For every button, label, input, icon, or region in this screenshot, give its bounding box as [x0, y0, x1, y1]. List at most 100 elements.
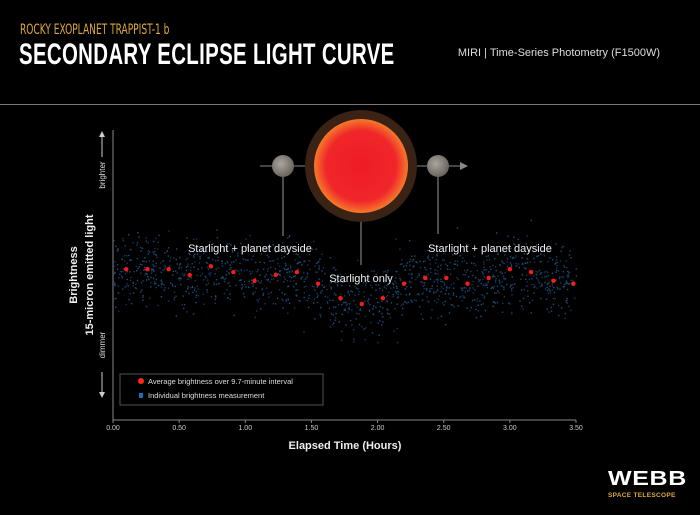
individual-measurement-point: [535, 273, 537, 275]
individual-measurement-point: [187, 263, 190, 265]
individual-measurement-point: [389, 281, 391, 284]
individual-measurement-point: [221, 261, 223, 263]
individual-measurement-point: [254, 277, 257, 280]
individual-measurement-point: [338, 321, 340, 323]
individual-measurement-point: [145, 272, 147, 275]
individual-measurement-point: [357, 259, 359, 262]
individual-measurement-point: [446, 286, 448, 288]
individual-measurement-point: [552, 303, 555, 305]
individual-measurement-point: [395, 270, 397, 273]
individual-measurement-point: [343, 309, 345, 311]
individual-measurement-point: [369, 304, 371, 306]
eclipse-illustration: [260, 110, 468, 265]
individual-measurement-point: [116, 264, 119, 266]
individual-measurement-point: [514, 283, 516, 285]
individual-measurement-point: [244, 283, 246, 286]
individual-measurement-point: [114, 284, 116, 287]
individual-measurement-point: [295, 295, 298, 297]
individual-measurement-point: [358, 313, 360, 315]
individual-measurement-point: [220, 277, 223, 279]
individual-measurement-point: [457, 305, 459, 307]
individual-measurement-point: [348, 307, 350, 309]
average-point: [231, 269, 236, 275]
individual-measurement-point: [136, 257, 138, 260]
individual-measurement-point: [429, 259, 431, 261]
individual-measurement-point: [388, 313, 391, 315]
individual-measurement-point: [423, 275, 425, 277]
individual-measurement-point: [443, 274, 446, 276]
individual-measurement-point: [445, 289, 448, 292]
average-point: [422, 275, 428, 281]
individual-measurement-point: [226, 262, 229, 264]
individual-measurement-point: [483, 275, 485, 277]
individual-measurement-point: [526, 261, 529, 264]
individual-measurement-point: [392, 293, 394, 296]
individual-measurement-point: [293, 275, 295, 278]
individual-measurement-point: [533, 257, 535, 260]
individual-measurement-point: [557, 288, 559, 290]
individual-measurement-point: [520, 289, 523, 291]
individual-measurement-point: [160, 283, 163, 286]
individual-measurement-point: [443, 304, 445, 306]
individual-measurement-point: [370, 321, 372, 324]
individual-measurement-point: [214, 245, 216, 247]
individual-measurement-point: [187, 286, 189, 288]
individual-measurement-point: [575, 268, 578, 270]
individual-measurement-point: [546, 271, 549, 274]
y-bottom-label: dimmer: [98, 331, 107, 358]
individual-measurement-point: [213, 281, 215, 284]
individual-measurement-point: [282, 299, 284, 302]
individual-measurement-point: [132, 281, 135, 283]
individual-measurement-point: [539, 273, 541, 275]
individual-measurement-point: [487, 282, 489, 284]
individual-measurement-point: [321, 280, 324, 282]
average-point: [486, 275, 491, 281]
individual-measurement-point: [570, 309, 572, 312]
individual-measurement-point: [555, 256, 558, 258]
individual-measurement-point: [456, 277, 458, 279]
individual-measurement-point: [301, 276, 303, 278]
individual-measurement-point: [556, 269, 558, 272]
individual-measurement-point: [333, 322, 335, 324]
individual-measurement-point: [447, 293, 450, 295]
individual-measurement-point: [303, 292, 306, 294]
individual-measurement-point: [566, 266, 568, 269]
individual-measurement-point: [145, 305, 148, 308]
individual-measurement-point: [316, 285, 319, 287]
individual-measurement-point: [512, 283, 514, 286]
individual-measurement-point: [556, 264, 558, 267]
individual-measurement-point: [396, 290, 399, 293]
individual-measurement-point: [117, 292, 119, 294]
individual-measurement-point: [252, 293, 255, 296]
individual-measurement-point: [316, 301, 319, 304]
individual-measurement-point: [456, 264, 459, 266]
individual-measurement-point: [289, 275, 291, 278]
individual-measurement-point: [501, 311, 504, 313]
individual-measurement-point: [568, 305, 570, 308]
individual-measurement-point: [181, 273, 184, 275]
individual-measurement-point: [335, 294, 337, 296]
individual-measurement-point: [560, 250, 562, 252]
individual-measurement-point: [480, 282, 482, 285]
individual-measurement-point: [459, 255, 461, 257]
individual-measurement-point: [155, 278, 158, 281]
individual-measurement-point: [551, 259, 554, 261]
individual-measurement-point: [483, 269, 485, 271]
individual-measurement-point: [486, 259, 488, 261]
individual-measurement-point: [303, 280, 306, 283]
individual-measurement-point: [290, 277, 293, 279]
individual-measurement-point: [311, 248, 314, 250]
individual-measurement-point: [122, 270, 124, 273]
individual-measurement-point: [145, 240, 148, 242]
individual-measurement-point: [556, 267, 558, 270]
individual-measurement-point: [126, 283, 128, 285]
annotation-during: Starlight only: [329, 273, 393, 285]
individual-measurement-point: [405, 294, 407, 296]
individual-measurement-point: [209, 274, 211, 276]
individual-measurement-point: [434, 262, 437, 264]
individual-measurement-point: [152, 260, 154, 262]
individual-measurement-point: [167, 255, 170, 257]
individual-measurement-point: [382, 321, 384, 323]
individual-measurement-point: [495, 278, 497, 280]
legend-average-label: Average brightness over 9.7-minute inter…: [148, 377, 293, 386]
